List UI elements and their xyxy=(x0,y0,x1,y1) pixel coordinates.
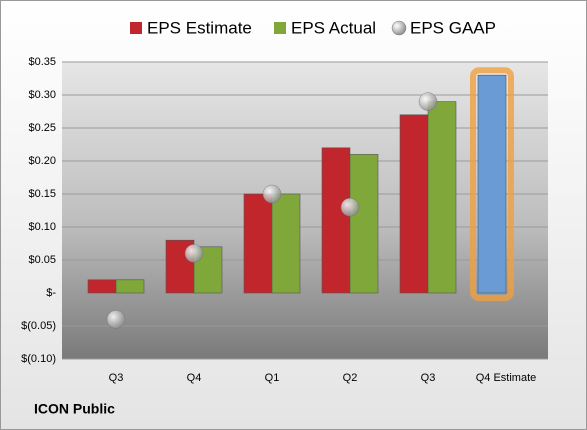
y-tick-label: $(0.10) xyxy=(21,353,56,365)
x-tick-label: Q3 xyxy=(421,372,436,384)
bar xyxy=(477,74,507,294)
y-tick-label: $0.15 xyxy=(28,188,56,200)
bar xyxy=(87,279,117,294)
bar xyxy=(399,114,429,294)
legend-label: EPS GAAP xyxy=(410,18,496,37)
bar xyxy=(427,101,457,294)
gaap-marker xyxy=(106,310,126,329)
gaap-marker xyxy=(418,92,438,111)
legend-swatch xyxy=(391,20,407,36)
legend-swatch xyxy=(130,22,142,34)
bar xyxy=(349,154,379,294)
bar xyxy=(271,193,301,294)
y-tick-label: $(0.05) xyxy=(21,320,56,332)
y-tick-label: $0.05 xyxy=(28,254,56,266)
bar xyxy=(321,147,351,294)
plot-area xyxy=(62,62,548,359)
y-tick-label: $- xyxy=(46,287,56,299)
x-tick-label: Q4 xyxy=(187,372,202,384)
bar-glow xyxy=(470,67,514,301)
y-tick-label: $0.25 xyxy=(28,122,56,134)
y-tick-label: $0.10 xyxy=(28,221,56,233)
bar xyxy=(243,193,273,294)
y-tick-label: $0.35 xyxy=(28,56,56,68)
legend-label: EPS Actual xyxy=(291,18,376,37)
gaap-marker xyxy=(262,184,282,204)
y-tick-label: $0.30 xyxy=(28,89,56,101)
x-tick-label: Q3 xyxy=(109,372,124,384)
y-tick-label: $0.20 xyxy=(28,155,56,167)
legend-swatch xyxy=(274,22,286,34)
x-tick-label: Q2 xyxy=(343,372,358,384)
x-tick-label: Q1 xyxy=(265,372,280,384)
footer: ICON Public xyxy=(34,401,115,417)
gaap-marker xyxy=(340,197,360,217)
x-tick-label: Q4 Estimate xyxy=(476,372,537,384)
bar xyxy=(115,279,145,294)
gaap-marker xyxy=(184,244,204,263)
legend-label: EPS Estimate xyxy=(147,18,252,37)
